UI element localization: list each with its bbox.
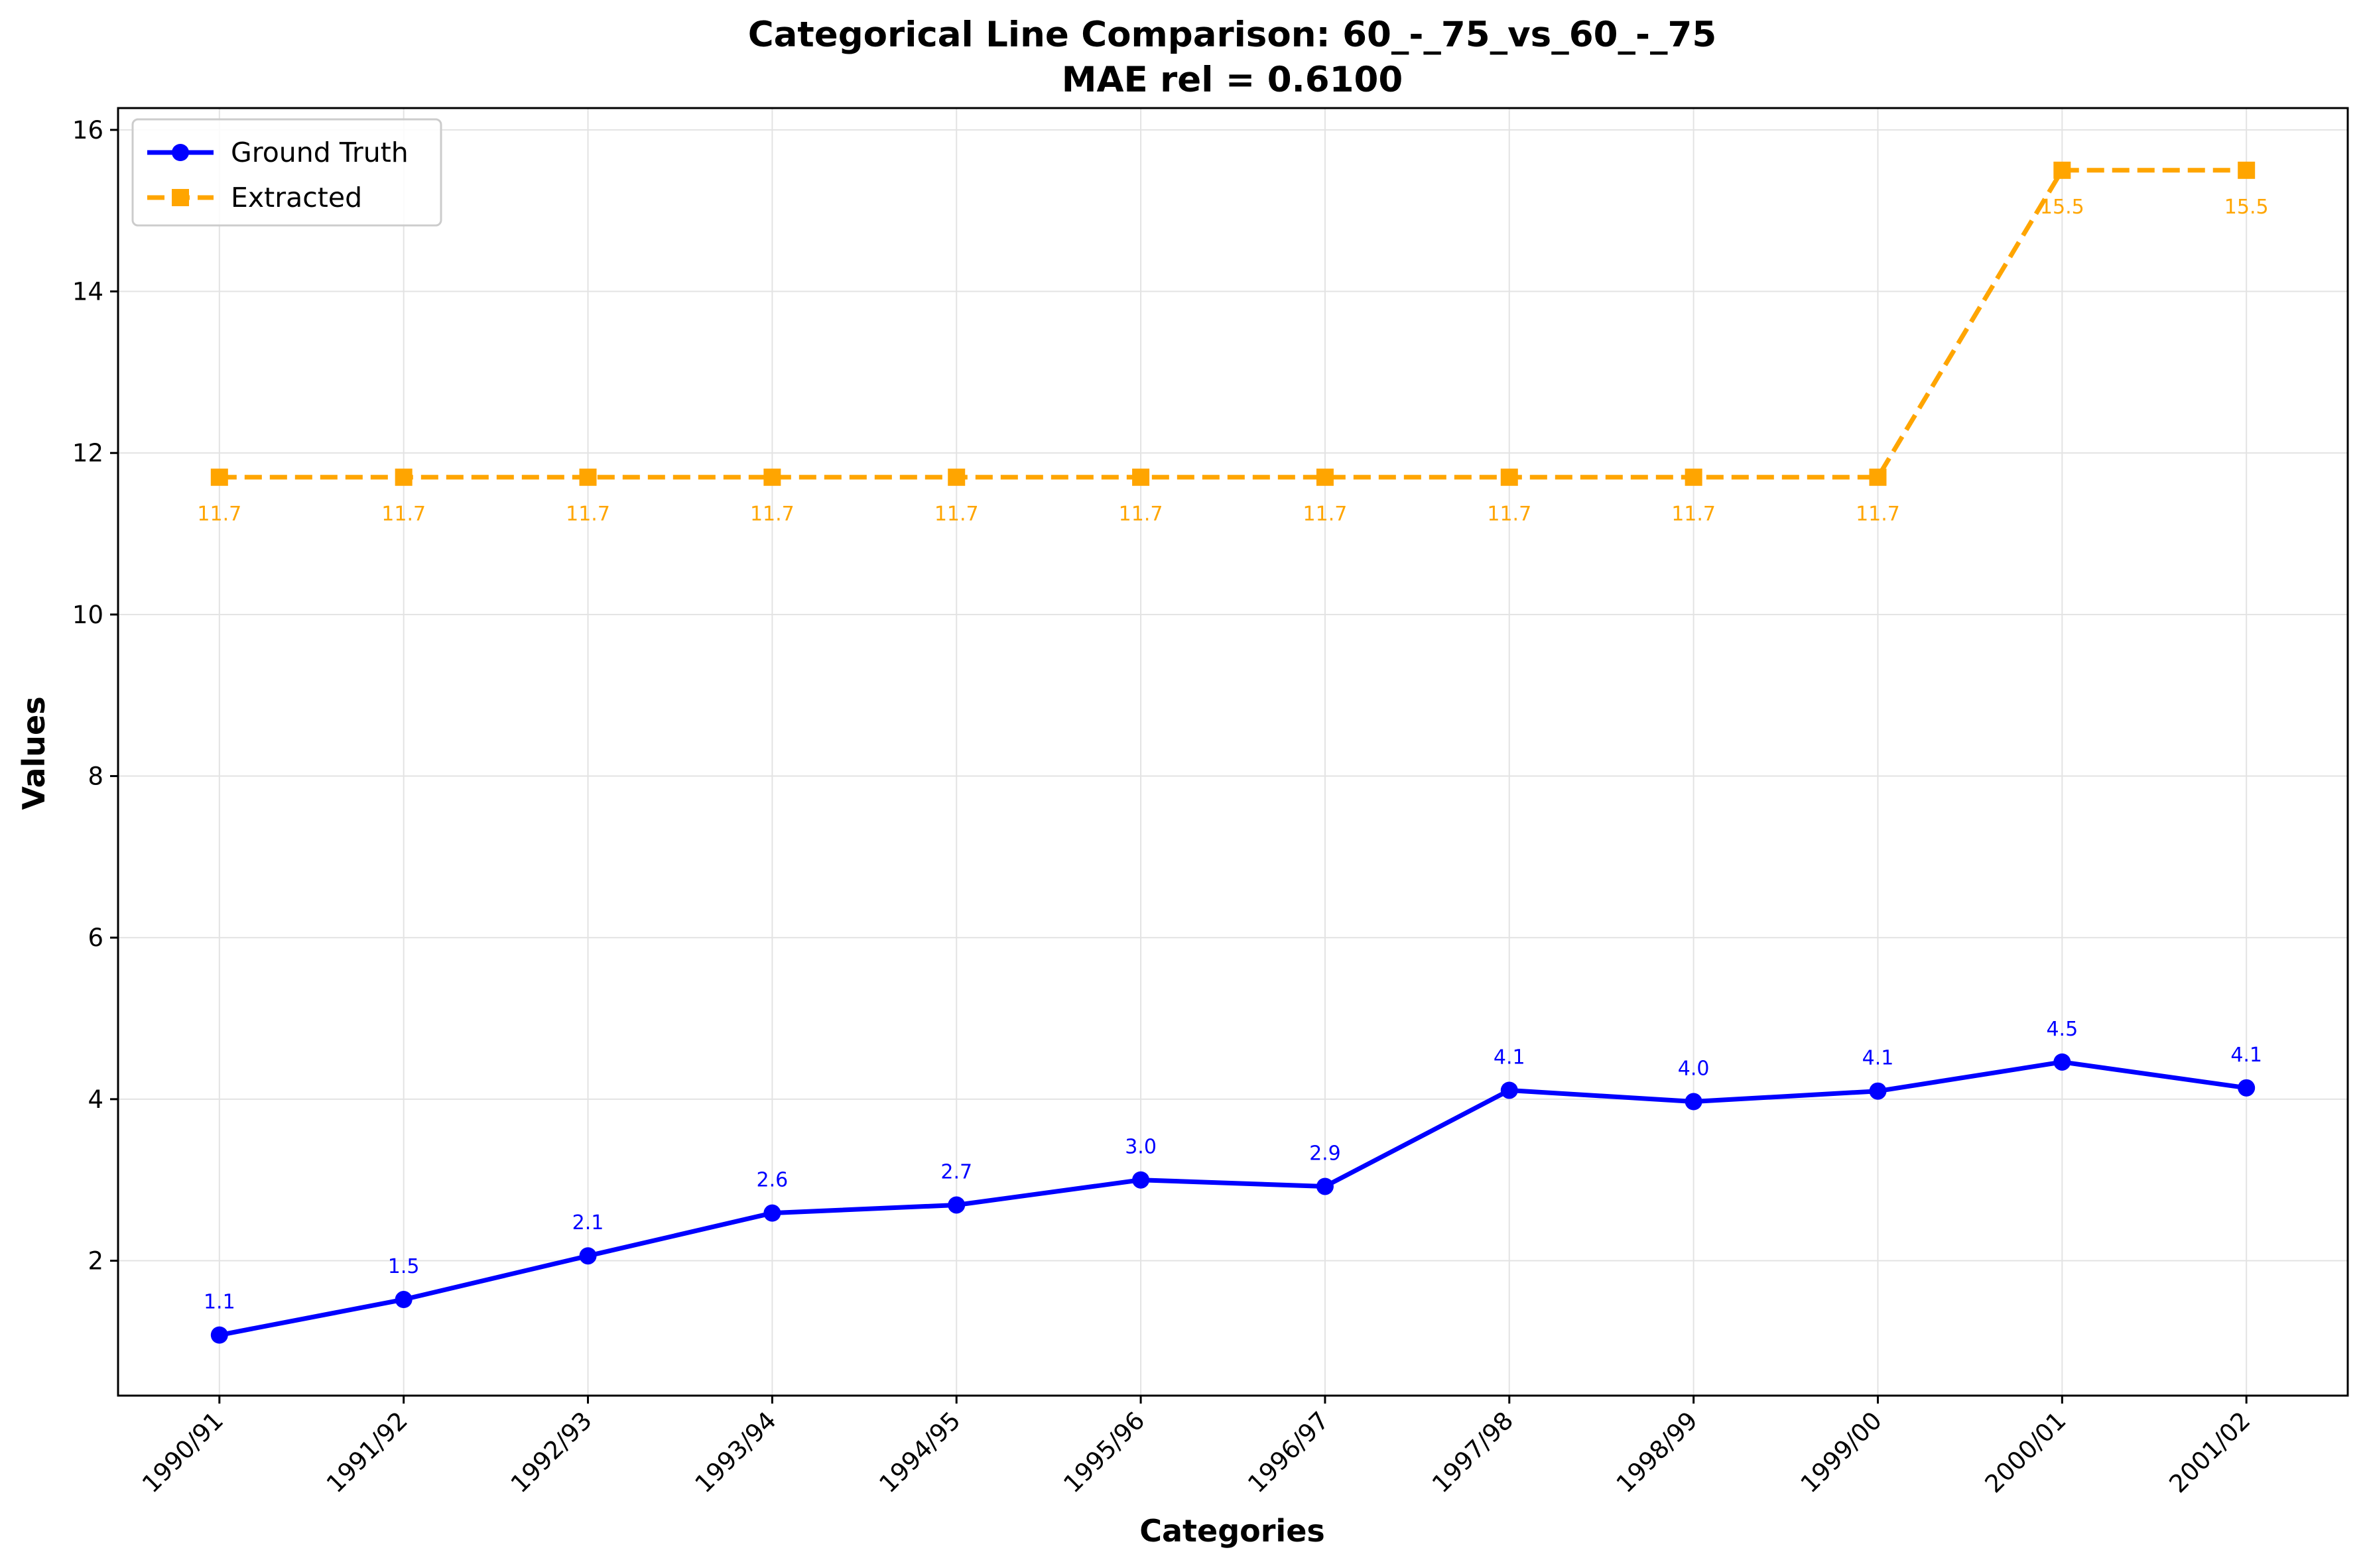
y-tick-label: 16	[72, 116, 103, 145]
y-tick-label: 2	[88, 1247, 103, 1276]
data-point	[2053, 1053, 2071, 1071]
data-label: 11.7	[1856, 503, 1900, 526]
plot-frame	[117, 107, 2349, 1397]
data-point	[1132, 468, 1150, 486]
y-tick-label: 4	[88, 1085, 103, 1114]
data-label: 11.7	[934, 503, 979, 526]
data-point	[763, 1204, 781, 1222]
data-point	[948, 468, 966, 486]
data-point	[948, 1196, 966, 1214]
data-label: 3.0	[1125, 1136, 1157, 1159]
data-label: 11.7	[1119, 503, 1163, 526]
data-label: 4.0	[1678, 1057, 1710, 1081]
data-label: 2.6	[757, 1169, 789, 1192]
data-label: 11.7	[197, 503, 241, 526]
data-label: 2.1	[572, 1211, 604, 1235]
data-point	[395, 1291, 413, 1309]
series-line	[219, 1059, 2247, 1338]
legend-label-2: Extracted	[231, 182, 362, 213]
data-label: 11.7	[1671, 503, 1716, 526]
series-ground-truth: 1.1 1.5 2.1 2.6 2.7 3.0 2.9 4.1 4.0 4.1 4.5 4.1	[204, 1018, 2262, 1344]
data-point	[2238, 1079, 2256, 1097]
legend-marker-2	[172, 189, 189, 206]
y-tick-label: 6	[88, 924, 103, 952]
data-label: 11.7	[1303, 503, 1348, 526]
data-label: 2.7	[940, 1160, 972, 1183]
series: 1.1 1.5 2.1 2.6 2.7 3.0 2.9 4.1 4.0 4.1 4.5 4.1 11.7…	[197, 161, 2269, 1344]
data-label: 11.7	[1487, 503, 1531, 526]
data-label: 4.1	[2230, 1044, 2262, 1067]
y-tick-label: 12	[72, 439, 103, 467]
data-point	[763, 468, 781, 486]
data-point	[1685, 1093, 1702, 1111]
data-point	[579, 1247, 597, 1265]
data-label: 4.1	[1862, 1047, 1894, 1070]
chart-subtitle: MAE rel = 0.6100	[1062, 60, 1403, 100]
data-point	[2053, 161, 2071, 179]
data-point	[1316, 468, 1334, 486]
x-axis-label: Categories	[1139, 1513, 1325, 1549]
data-point	[1500, 468, 1518, 486]
data-label: 1.1	[204, 1291, 235, 1314]
legend-label-1: Ground Truth	[231, 137, 409, 168]
data-point	[395, 468, 413, 486]
data-point	[210, 1326, 228, 1344]
data-label: 4.1	[1494, 1046, 1525, 1069]
data-point	[1869, 1082, 1887, 1100]
data-label: 4.5	[2046, 1018, 2078, 1041]
data-label: 15.5	[2040, 196, 2084, 219]
legend: Ground Truth Extracted	[131, 118, 442, 227]
data-label: 11.7	[566, 503, 610, 526]
y-tick-label: 14	[72, 278, 103, 306]
y-tick-label: 8	[88, 762, 103, 791]
chart-title: Categorical Line Comparison: 60_-_75_vs_…	[748, 15, 1716, 55]
data-label: 2.9	[1309, 1142, 1341, 1165]
series-line	[219, 168, 2247, 480]
data-point	[2238, 161, 2256, 179]
data-point	[1500, 1081, 1518, 1099]
data-point	[210, 468, 228, 486]
legend-marker-1	[172, 144, 189, 161]
data-label: 15.5	[2224, 196, 2269, 219]
data-point	[1685, 468, 1702, 486]
y-axis-label: Values	[16, 696, 52, 810]
data-point	[579, 468, 597, 486]
data-label: 1.5	[388, 1255, 420, 1278]
data-point	[1869, 468, 1887, 486]
data-label: 11.7	[750, 503, 795, 526]
data-label: 11.7	[381, 503, 426, 526]
data-point	[1132, 1171, 1150, 1189]
series-extracted: 11.7 11.7 11.7 11.7 11.7 11.7 11.7 11.7 11.7 11.7…	[197, 161, 2269, 526]
data-point	[1316, 1177, 1334, 1195]
y-tick-label: 10	[72, 601, 103, 629]
